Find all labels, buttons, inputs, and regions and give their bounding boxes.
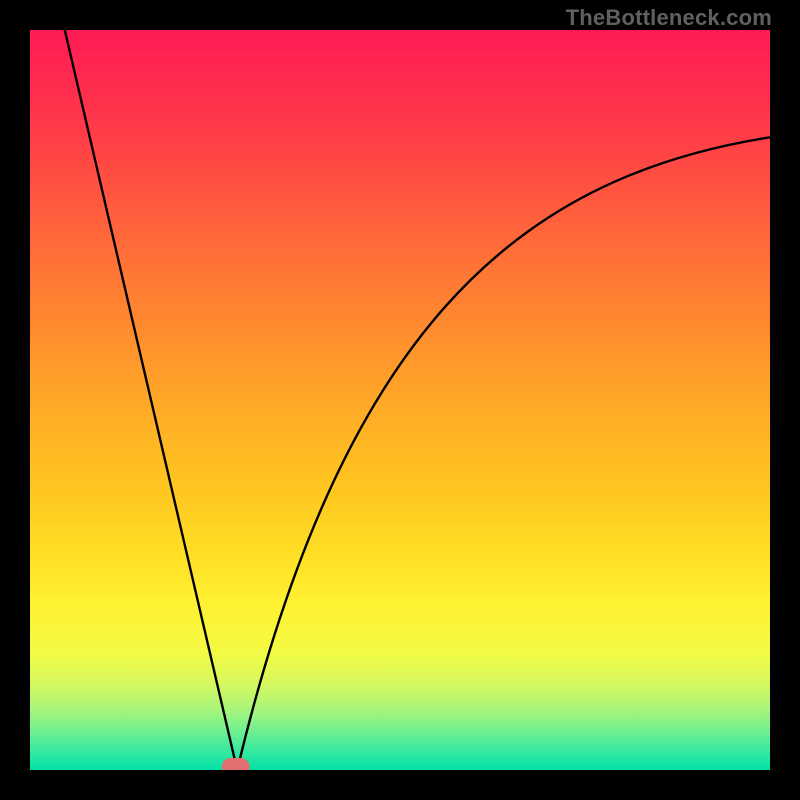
plot-area — [30, 30, 770, 770]
watermark-text: TheBottleneck.com — [566, 5, 772, 31]
gradient-background — [30, 30, 770, 770]
gradient-chart — [30, 30, 770, 770]
optimum-marker — [222, 758, 250, 770]
outer-frame: TheBottleneck.com — [0, 0, 800, 800]
